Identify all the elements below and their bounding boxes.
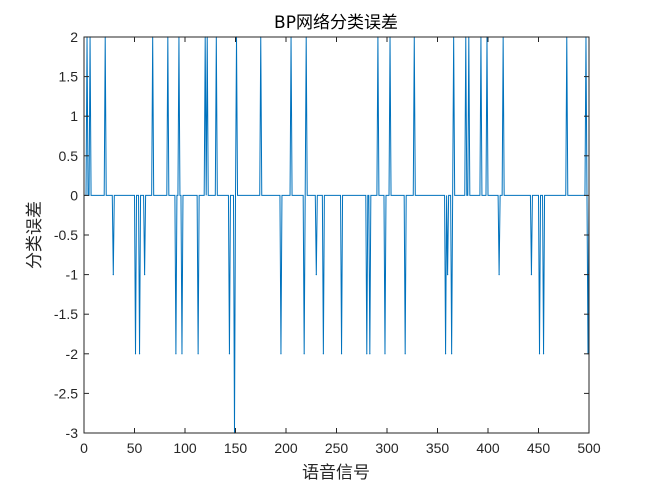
y-tick-label: 1.5: [59, 69, 79, 85]
data-point: [315, 274, 317, 276]
x-tick-label: 150: [224, 440, 248, 456]
data-point: [280, 353, 282, 355]
ticks-layer: 0 50 100 150 200 250 300 350 400 450 500 -3 -2.5 -2 -1…: [54, 29, 601, 456]
x-tick-label: 400: [476, 440, 500, 456]
data-point: [138, 353, 141, 355]
y-tick-label: -1: [66, 267, 79, 283]
data-point: [181, 353, 183, 355]
data-point: [538, 353, 541, 355]
x-tick-label: 450: [527, 440, 551, 456]
x-tick-label: 50: [127, 440, 143, 456]
data-point: [340, 353, 343, 355]
data-point: [530, 274, 533, 276]
data-point: [451, 353, 453, 355]
y-tick-label: -2: [66, 346, 79, 362]
data-point: [134, 353, 137, 355]
plot-area: [84, 37, 589, 433]
y-tick-label: 0.5: [59, 148, 79, 164]
x-tick-label: 100: [173, 440, 197, 456]
chart-title: BP网络分类误差: [274, 13, 398, 33]
data-point: [404, 353, 406, 355]
data-point: [144, 274, 146, 276]
data-point: [303, 353, 305, 355]
data-point: [228, 353, 231, 355]
y-tick-label: -3: [66, 425, 79, 441]
data-point: [112, 274, 114, 276]
x-tick-label: 250: [325, 440, 349, 456]
x-tick-label: 0: [80, 440, 88, 456]
data-point: [542, 353, 545, 355]
x-tick-label: 300: [375, 440, 399, 456]
data-point: [444, 353, 447, 355]
x-tick-label: 350: [426, 440, 450, 456]
y-tick-label: -1.5: [54, 306, 78, 322]
data-point: [447, 274, 449, 276]
y-tick-label: 0: [70, 187, 78, 203]
data-point: [366, 353, 368, 355]
data-point: [197, 353, 199, 355]
data-point: [175, 353, 177, 355]
y-axis-label: 分类误差: [25, 201, 45, 269]
y-tick-label: 1: [70, 108, 78, 124]
y-tick-label: -2.5: [54, 385, 78, 401]
data-point: [369, 353, 371, 355]
data-point: [322, 353, 324, 355]
x-axis-label: 语音信号: [302, 463, 370, 483]
data-point: [498, 274, 500, 276]
y-tick-label: 2: [70, 29, 78, 45]
x-tick-label: 200: [274, 440, 298, 456]
x-tick-label: 500: [577, 440, 601, 456]
y-tick-label: -0.5: [54, 227, 78, 243]
data-point: [384, 353, 386, 355]
